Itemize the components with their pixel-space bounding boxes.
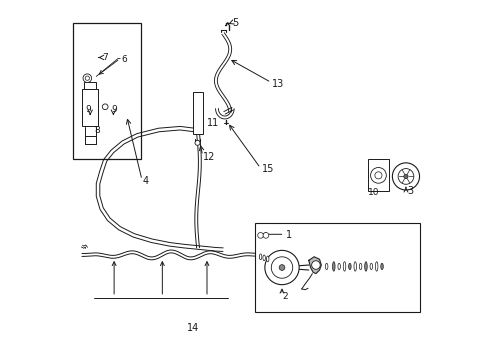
Text: 6: 6 — [121, 55, 127, 64]
Ellipse shape — [359, 263, 361, 270]
Ellipse shape — [348, 263, 350, 270]
Circle shape — [397, 168, 413, 184]
Text: 9: 9 — [111, 105, 117, 114]
Ellipse shape — [380, 263, 383, 270]
Circle shape — [279, 265, 285, 270]
Ellipse shape — [266, 256, 268, 262]
Text: 15: 15 — [261, 164, 273, 174]
Ellipse shape — [325, 263, 327, 270]
Ellipse shape — [337, 263, 340, 270]
Circle shape — [263, 233, 268, 238]
Circle shape — [83, 74, 91, 82]
Text: 13: 13 — [272, 78, 284, 89]
Ellipse shape — [369, 263, 372, 270]
Text: 12: 12 — [203, 152, 215, 162]
Ellipse shape — [332, 262, 334, 271]
Text: 5: 5 — [231, 18, 238, 28]
Bar — [192, 93, 203, 134]
Bar — [73, 23, 141, 158]
Circle shape — [311, 261, 320, 269]
Bar — [82, 89, 98, 126]
Circle shape — [85, 76, 89, 80]
Text: 14: 14 — [186, 323, 199, 333]
Circle shape — [264, 250, 299, 285]
Circle shape — [391, 163, 419, 190]
Circle shape — [370, 167, 386, 183]
Bar — [367, 158, 388, 191]
Circle shape — [271, 257, 292, 278]
Ellipse shape — [364, 262, 366, 271]
Ellipse shape — [375, 262, 377, 271]
Circle shape — [374, 172, 381, 179]
Text: 1: 1 — [285, 230, 291, 240]
Circle shape — [102, 104, 108, 110]
Text: 10: 10 — [367, 188, 379, 197]
Text: 3: 3 — [406, 186, 412, 196]
Circle shape — [403, 174, 407, 179]
Text: 11: 11 — [206, 118, 219, 128]
Text: 9: 9 — [85, 105, 91, 114]
Text: 4: 4 — [143, 176, 149, 186]
Text: 2: 2 — [282, 292, 288, 301]
Bar — [84, 82, 96, 89]
Circle shape — [257, 233, 263, 238]
Ellipse shape — [263, 255, 265, 261]
Text: 7: 7 — [102, 53, 108, 62]
Ellipse shape — [353, 262, 356, 271]
Ellipse shape — [259, 254, 261, 260]
Ellipse shape — [343, 262, 345, 271]
Polygon shape — [308, 257, 321, 274]
Text: 8: 8 — [94, 126, 100, 135]
Circle shape — [195, 140, 200, 145]
Bar — [255, 223, 419, 312]
